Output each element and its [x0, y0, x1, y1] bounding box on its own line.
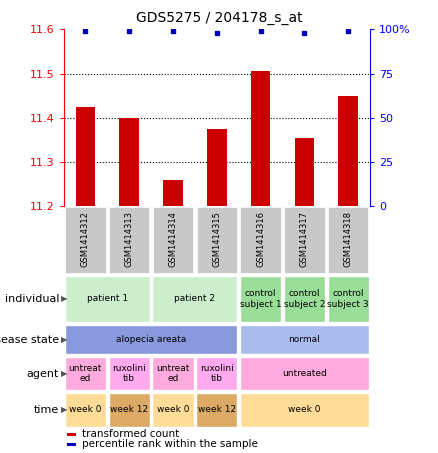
Text: ▶: ▶ — [61, 294, 68, 304]
Bar — [328, 207, 368, 274]
Bar — [240, 207, 281, 274]
Bar — [119, 118, 139, 206]
Text: GSM1414318: GSM1414318 — [344, 211, 353, 267]
Text: untreat
ed: untreat ed — [156, 364, 190, 383]
Text: GSM1414312: GSM1414312 — [81, 211, 90, 267]
Text: GSM1414313: GSM1414313 — [125, 211, 134, 267]
Bar — [207, 129, 227, 206]
Text: GSM1414317: GSM1414317 — [300, 211, 309, 267]
Text: time: time — [34, 405, 59, 415]
Text: week 12: week 12 — [198, 405, 236, 414]
Bar — [67, 443, 76, 446]
Text: control
subject 3: control subject 3 — [327, 289, 369, 308]
Text: week 12: week 12 — [110, 405, 148, 414]
Text: patient 1: patient 1 — [87, 294, 128, 304]
Bar — [109, 393, 150, 427]
Text: ruxolini
tib: ruxolini tib — [112, 364, 146, 383]
Bar — [240, 325, 369, 354]
Text: normal: normal — [289, 335, 320, 344]
Bar — [152, 276, 237, 322]
Bar — [65, 276, 150, 322]
Text: week 0: week 0 — [288, 405, 321, 414]
Bar — [65, 357, 106, 390]
Bar — [67, 433, 76, 436]
Text: GSM1414316: GSM1414316 — [256, 211, 265, 267]
Text: alopecia areata: alopecia areata — [116, 335, 186, 344]
Text: week 0: week 0 — [69, 405, 102, 414]
Text: percentile rank within the sample: percentile rank within the sample — [82, 439, 258, 449]
Bar — [295, 138, 314, 206]
Text: ruxolini
tib: ruxolini tib — [200, 364, 234, 383]
Text: GDS5275 / 204178_s_at: GDS5275 / 204178_s_at — [136, 11, 302, 25]
Bar — [152, 393, 194, 427]
Text: GSM1414314: GSM1414314 — [169, 211, 177, 267]
Text: untreated: untreated — [282, 369, 327, 378]
Bar — [338, 96, 358, 206]
Text: ▶: ▶ — [61, 335, 68, 344]
Bar — [328, 276, 369, 322]
Bar — [152, 357, 194, 390]
Bar — [196, 357, 237, 390]
Bar — [196, 393, 237, 427]
Text: disease state: disease state — [0, 335, 59, 345]
Text: patient 2: patient 2 — [174, 294, 215, 304]
Bar — [109, 207, 149, 274]
Text: control
subject 1: control subject 1 — [240, 289, 282, 308]
Bar — [284, 207, 325, 274]
Bar — [240, 357, 369, 390]
Bar — [251, 72, 270, 206]
Text: agent: agent — [27, 369, 59, 379]
Bar — [65, 207, 106, 274]
Text: untreat
ed: untreat ed — [69, 364, 102, 383]
Bar — [65, 393, 106, 427]
Bar — [65, 325, 237, 354]
Text: week 0: week 0 — [157, 405, 189, 414]
Text: ▶: ▶ — [61, 369, 68, 378]
Bar — [240, 276, 281, 322]
Bar — [75, 107, 95, 206]
Bar — [163, 180, 183, 206]
Text: GSM1414315: GSM1414315 — [212, 211, 221, 267]
Text: individual: individual — [5, 294, 59, 304]
Text: transformed count: transformed count — [82, 429, 179, 439]
Bar — [109, 357, 150, 390]
Bar — [284, 276, 325, 322]
Text: control
subject 2: control subject 2 — [284, 289, 325, 308]
Text: ▶: ▶ — [61, 405, 68, 414]
Bar — [153, 207, 193, 274]
Bar — [240, 393, 369, 427]
Bar — [197, 207, 237, 274]
